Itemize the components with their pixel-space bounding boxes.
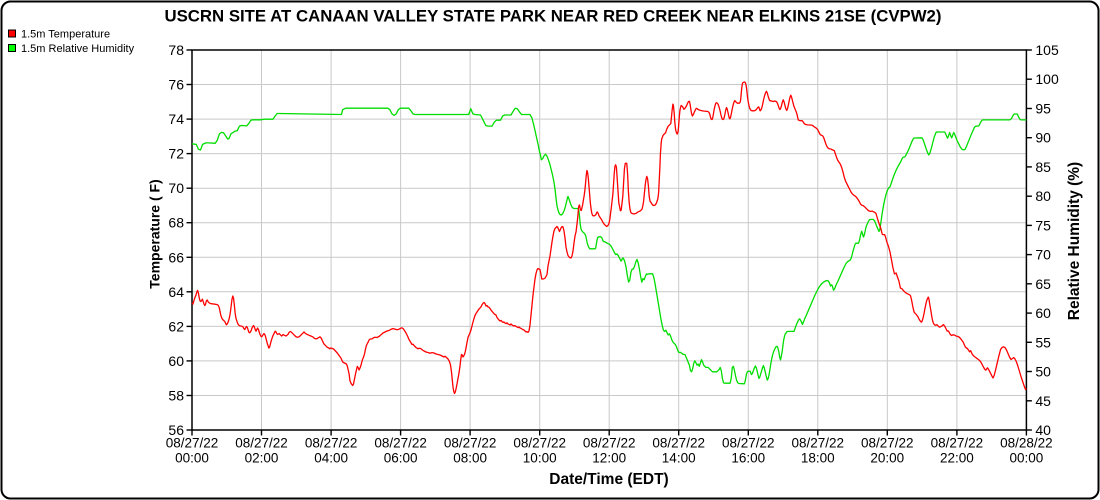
svg-text:08/28/22: 08/28/22 (1000, 435, 1053, 450)
svg-text:00:00: 00:00 (1010, 451, 1044, 466)
svg-text:85: 85 (1035, 159, 1051, 175)
svg-text:08/27/22: 08/27/22 (235, 435, 288, 450)
svg-text:95: 95 (1035, 101, 1051, 117)
svg-text:65: 65 (1035, 276, 1051, 292)
svg-text:62: 62 (168, 318, 184, 334)
svg-text:1.5m Relative Humidity: 1.5m Relative Humidity (21, 43, 135, 55)
svg-text:40: 40 (1035, 422, 1051, 438)
svg-text:08/27/22: 08/27/22 (652, 435, 705, 450)
svg-text:08/27/22: 08/27/22 (792, 435, 845, 450)
svg-text:80: 80 (1035, 188, 1051, 204)
svg-text:60: 60 (168, 353, 184, 369)
svg-text:Relative Humidity (%): Relative Humidity (%) (1066, 162, 1083, 320)
svg-text:20:00: 20:00 (870, 451, 904, 466)
svg-text:70: 70 (168, 180, 184, 196)
svg-text:1.5m Temperature: 1.5m Temperature (21, 29, 110, 41)
svg-text:08:00: 08:00 (453, 451, 487, 466)
svg-text:14:00: 14:00 (662, 451, 696, 466)
svg-text:08/27/22: 08/27/22 (166, 435, 219, 450)
svg-text:75: 75 (1035, 217, 1051, 233)
svg-text:100: 100 (1035, 71, 1059, 87)
svg-text:08/27/22: 08/27/22 (861, 435, 914, 450)
svg-text:08/27/22: 08/27/22 (444, 435, 497, 450)
svg-text:Temperature ( F): Temperature ( F) (147, 179, 163, 288)
svg-text:56: 56 (168, 422, 184, 438)
svg-text:02:00: 02:00 (245, 451, 279, 466)
svg-text:18:00: 18:00 (801, 451, 835, 466)
svg-text:76: 76 (168, 77, 184, 93)
svg-text:08/27/22: 08/27/22 (722, 435, 775, 450)
svg-text:55: 55 (1035, 334, 1051, 350)
svg-text:00:00: 00:00 (175, 451, 209, 466)
svg-text:USCRN SITE AT CANAAN VALLEY ST: USCRN SITE AT CANAAN VALLEY STATE PARK N… (165, 7, 942, 26)
svg-text:60: 60 (1035, 305, 1051, 321)
svg-text:06:00: 06:00 (384, 451, 418, 466)
svg-text:08/27/22: 08/27/22 (374, 435, 427, 450)
svg-text:90: 90 (1035, 130, 1051, 146)
svg-text:22:00: 22:00 (940, 451, 974, 466)
svg-text:72: 72 (168, 146, 184, 162)
svg-text:105: 105 (1035, 42, 1059, 58)
svg-text:12:00: 12:00 (592, 451, 626, 466)
svg-text:70: 70 (1035, 247, 1051, 263)
svg-text:64: 64 (168, 284, 184, 300)
svg-text:58: 58 (168, 388, 184, 404)
svg-text:08/27/22: 08/27/22 (931, 435, 984, 450)
svg-text:10:00: 10:00 (523, 451, 557, 466)
svg-text:66: 66 (168, 249, 184, 265)
svg-text:74: 74 (168, 111, 184, 127)
svg-text:50: 50 (1035, 364, 1051, 380)
svg-text:Date/Time (EDT): Date/Time (EDT) (549, 471, 668, 488)
svg-text:08/27/22: 08/27/22 (583, 435, 636, 450)
svg-text:16:00: 16:00 (731, 451, 765, 466)
svg-text:08/27/22: 08/27/22 (305, 435, 358, 450)
svg-text:68: 68 (168, 215, 184, 231)
svg-text:78: 78 (168, 42, 184, 58)
svg-text:08/27/22: 08/27/22 (513, 435, 566, 450)
svg-text:45: 45 (1035, 393, 1051, 409)
svg-text:04:00: 04:00 (314, 451, 348, 466)
